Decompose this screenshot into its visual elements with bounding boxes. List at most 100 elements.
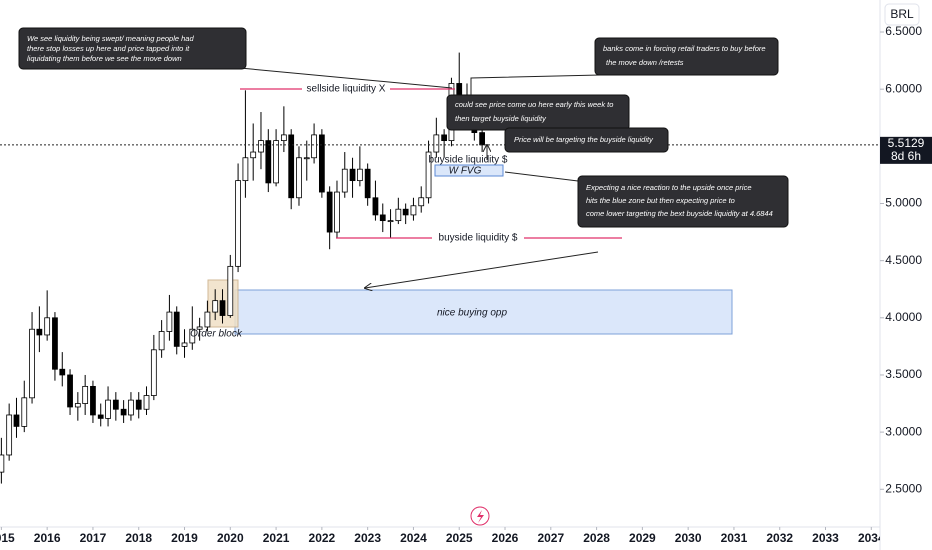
buyside-label: buyside liquidity $ <box>439 233 518 244</box>
candle-body <box>326 191 333 233</box>
callout-text: hits the blue zone but then expecting pr… <box>586 196 735 205</box>
candle-body <box>67 374 73 408</box>
candle-body <box>158 331 165 351</box>
x-tick-label: 2023 <box>354 531 381 545</box>
x-tick-label: 2034 <box>858 531 885 545</box>
x-tick-label: 2030 <box>675 531 702 545</box>
candle-body <box>219 300 226 316</box>
candle-body <box>265 140 272 184</box>
label-bg <box>432 231 524 245</box>
candle-body <box>189 328 196 344</box>
callout-text: Price will be targeting the buyside liqu… <box>514 135 654 144</box>
y-tick-label: 5.0000 <box>885 196 922 210</box>
candle-body <box>280 134 287 142</box>
callout-text: We see liquidity being swept/ meaning pe… <box>27 34 194 43</box>
callout-text: then target buyside liquidity <box>455 114 547 123</box>
y-axis: 2.50003.00003.50004.00004.50005.00005.50… <box>880 24 922 495</box>
candle-body <box>29 328 35 399</box>
countdown: 8d 6h <box>891 149 921 163</box>
y-tick-label: 6.5000 <box>885 24 922 38</box>
x-tick-label: 2021 <box>263 531 290 545</box>
callout-text: Expecting a nice reaction to the upside … <box>586 183 752 192</box>
x-tick-label: 2015 <box>0 531 15 545</box>
candle-body <box>21 397 28 427</box>
x-tick-label: 2031 <box>721 531 748 545</box>
buyside-label: buyside liquidity $ <box>429 155 508 166</box>
pointer <box>504 171 579 182</box>
candle-body <box>13 414 20 427</box>
candle-body <box>59 368 66 376</box>
x-tick-label: 2019 <box>171 531 198 545</box>
candle-body <box>44 317 51 336</box>
pointer <box>239 67 453 89</box>
callout-text: the move down /retests <box>606 58 684 67</box>
label-bg <box>302 82 390 96</box>
callout <box>18 27 247 70</box>
candle-body <box>97 414 104 419</box>
candle-body <box>128 399 134 416</box>
candle-body <box>456 83 463 96</box>
x-tick-label: 2032 <box>766 531 793 545</box>
candle-body <box>74 403 81 408</box>
candle-body <box>6 414 13 456</box>
candle-body <box>296 157 302 199</box>
candle-body <box>112 399 119 410</box>
x-tick-label: 2033 <box>812 531 839 545</box>
y-tick-label: 6.0000 <box>885 81 922 95</box>
candle-body <box>150 349 157 396</box>
callout-text: come lower targeting the bext buyside li… <box>586 209 773 218</box>
callout-text: could see price come uo here early this … <box>455 100 613 109</box>
candle-body <box>212 300 219 313</box>
candle-body <box>387 220 394 223</box>
candle-body <box>204 311 211 328</box>
arrow <box>365 251 599 288</box>
candle-body <box>166 311 173 332</box>
candle-body <box>242 157 249 182</box>
symbol-button[interactable] <box>884 3 920 26</box>
candle-body <box>479 132 486 146</box>
y-tick-label: 4.0000 <box>885 310 922 324</box>
price-label-bg <box>880 136 932 164</box>
x-axis: 2015 2016 2017 2018 2019 2020 2021 2022 2023 2024… <box>0 527 885 545</box>
symbol[interactable]: BRL <box>890 7 914 21</box>
candle-body <box>341 168 348 193</box>
candle-body <box>82 385 89 404</box>
candle-body <box>173 311 180 347</box>
callout-text: liquidating them before we see the move … <box>27 54 182 63</box>
y-tick-label: 4.5000 <box>885 253 922 267</box>
candle-body <box>288 134 295 199</box>
last-price: 5.5129 <box>888 136 925 150</box>
x-tick-label: 2026 <box>492 531 519 545</box>
candle-body <box>235 180 241 267</box>
x-tick-label: 2028 <box>583 531 610 545</box>
callout-text: banks come in forcing retail traders to … <box>603 44 766 53</box>
candle-body <box>334 191 340 233</box>
fvg-zone <box>434 164 504 177</box>
candle-body <box>120 408 127 416</box>
candle-body <box>52 317 58 370</box>
candle-body <box>410 205 417 216</box>
candles <box>0 52 486 484</box>
x-tick-label: 2024 <box>400 531 427 545</box>
candle-body <box>425 151 432 199</box>
plot-area: sellside liquidity X buyside liquidity $… <box>0 27 880 526</box>
buying-zone <box>234 289 733 335</box>
candle-body <box>143 395 150 410</box>
fvg-label: W FVG <box>449 166 482 177</box>
candle-body <box>258 140 264 153</box>
callout <box>577 175 789 228</box>
candle-body <box>250 151 257 159</box>
candle-body <box>441 134 448 142</box>
x-tick-label: 2025 <box>446 531 473 545</box>
callout <box>504 127 669 153</box>
candle-body <box>36 328 43 336</box>
candle-body <box>105 399 111 419</box>
callout <box>594 37 779 76</box>
x-tick-label: 2027 <box>537 531 564 545</box>
candle-body <box>273 140 279 184</box>
sellside-label: sellside liquidity X <box>307 84 386 95</box>
logo-icon <box>477 510 484 523</box>
callout-text: there stop losses up here and price tapp… <box>27 44 190 53</box>
order-block-label: Order block <box>190 329 243 340</box>
